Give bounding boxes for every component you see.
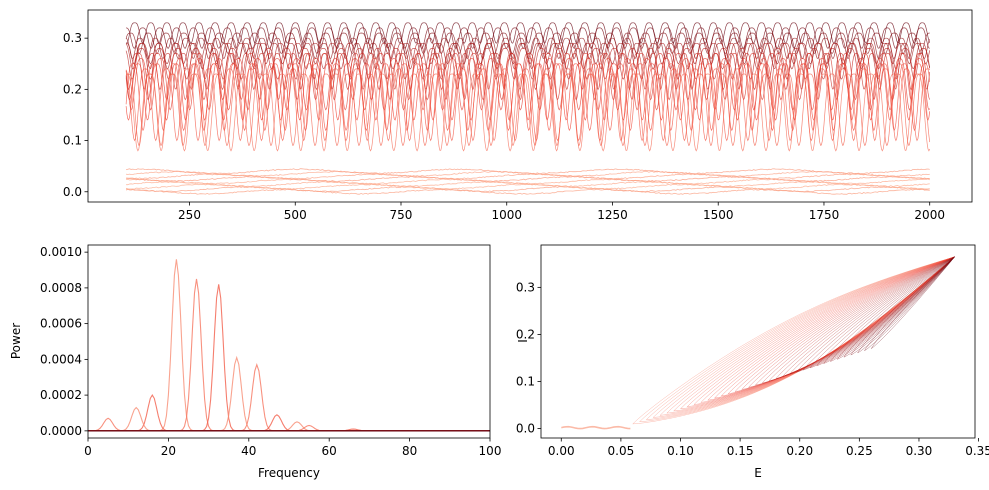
phase-plane-y-label: I <box>516 339 530 343</box>
time-series-x-ticks: 250 500 750 1000 1250 1500 1750 2000 <box>178 202 945 222</box>
phase-origin-cluster <box>561 425 631 430</box>
y-tick-label: 0.3 <box>63 31 82 45</box>
x-tick-label: 750 <box>390 208 413 222</box>
x-tick-label: 0 <box>84 444 92 458</box>
time-series-line <box>126 27 930 49</box>
x-tick-label: 60 <box>322 444 337 458</box>
time-series-line <box>126 173 930 180</box>
time-series-line <box>125 73 931 146</box>
time-series-line <box>126 178 930 185</box>
x-tick-label: 100 <box>479 444 502 458</box>
x-tick-label: 0.35 <box>965 444 989 458</box>
spectrum-line <box>88 355 490 432</box>
time-series-line <box>126 186 930 193</box>
y-tick-label: 0.0002 <box>40 388 82 402</box>
x-tick-label: 500 <box>284 208 307 222</box>
x-tick-label: 250 <box>178 208 201 222</box>
phase-plane-panel: 0.00 0.05 0.10 0.15 0.20 0.25 0.30 0.35 0.00.10… <box>516 244 989 480</box>
y-tick-label: 0.0008 <box>40 281 82 295</box>
spectrum-line <box>88 406 490 432</box>
spectrum-line <box>88 362 490 432</box>
time-series-line <box>125 48 931 80</box>
phase-plane-frame <box>540 244 976 439</box>
phase-plane-x-ticks: 0.00 0.05 0.10 0.15 0.20 0.25 0.30 0.35 <box>548 438 989 458</box>
time-series-line <box>125 22 931 44</box>
y-tick-label: 0.2 <box>63 82 82 96</box>
x-tick-label: 80 <box>402 444 417 458</box>
x-tick-label: 1500 <box>703 208 734 222</box>
x-tick-label: 0.15 <box>727 444 754 458</box>
y-tick-label: 0.0006 <box>40 317 82 331</box>
y-tick-label: 0.0 <box>63 185 82 199</box>
x-tick-label: 2000 <box>914 208 945 222</box>
x-tick-label: 0.05 <box>608 444 635 458</box>
phase-loop <box>686 256 955 408</box>
x-tick-label: 1250 <box>597 208 628 222</box>
time-series-line <box>125 168 930 175</box>
y-tick-label: 0.0010 <box>40 245 82 259</box>
x-tick-label: 0.20 <box>786 444 813 458</box>
phase-plane-y-ticks: 0.0 0.1 0.2 0.3 <box>516 280 541 436</box>
power-spectrum-frame <box>87 244 491 439</box>
power-spectrum-lines <box>88 259 490 432</box>
x-tick-label: 1000 <box>491 208 522 222</box>
y-tick-label: 0.0 <box>516 422 535 436</box>
y-tick-label: 0.0004 <box>40 352 82 366</box>
time-series-line <box>125 53 931 91</box>
time-series-lines <box>125 22 931 195</box>
x-tick-label: 0.00 <box>548 444 575 458</box>
y-tick-label: 0.1 <box>63 134 82 148</box>
y-tick-label: 0.1 <box>516 375 535 389</box>
time-series-line <box>125 63 931 132</box>
time-series-line <box>125 42 931 70</box>
phase-plane-lines <box>561 256 955 430</box>
phase-plane-x-label: E <box>754 466 762 480</box>
time-series-line <box>126 73 931 152</box>
x-tick-label: 40 <box>241 444 256 458</box>
phase-loop <box>666 256 955 414</box>
y-tick-label: 0.3 <box>516 280 535 294</box>
power-spectrum-panel: 0 20 40 60 80 100 0.00000.00020.00040.00060.0… <box>9 244 501 480</box>
phase-loop <box>638 256 955 423</box>
spectrum-line <box>88 394 490 432</box>
power-spectrum-y-label: Power <box>9 323 23 359</box>
x-tick-label: 0.30 <box>906 444 933 458</box>
power-spectrum-x-ticks: 0 20 40 60 80 100 <box>84 438 501 458</box>
power-spectrum-x-label: Frequency <box>258 466 320 480</box>
x-tick-label: 0.10 <box>667 444 694 458</box>
y-tick-label: 0.2 <box>516 327 535 341</box>
power-spectrum-y-ticks: 0.0000 0.0002 0.0004 0.0006 0.0008 0.0010 <box>40 245 88 438</box>
time-series-line <box>125 63 931 121</box>
time-series-frame <box>87 9 973 203</box>
x-tick-label: 20 <box>161 444 176 458</box>
time-series-panel: 250 500 750 1000 1250 1500 1750 2000 0.00.10.20… <box>63 9 973 222</box>
x-tick-label: 1750 <box>809 208 840 222</box>
time-series-line <box>126 181 930 188</box>
y-tick-label: 0.0000 <box>40 424 82 438</box>
time-series-y-ticks: 0.0 0.1 0.2 0.3 <box>63 31 88 199</box>
x-tick-label: 0.25 <box>846 444 873 458</box>
phase-loop <box>871 256 955 349</box>
